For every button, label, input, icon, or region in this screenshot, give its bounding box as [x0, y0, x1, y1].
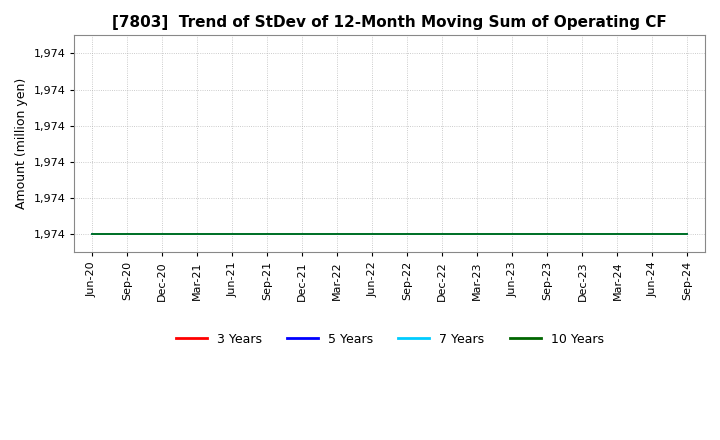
5 Years	[613, 231, 622, 237]
7 Years	[648, 231, 657, 237]
10 Years	[298, 231, 307, 237]
10 Years	[508, 231, 517, 237]
5 Years	[403, 231, 412, 237]
10 Years	[438, 231, 446, 237]
7 Years	[578, 231, 587, 237]
5 Years	[438, 231, 446, 237]
3 Years	[578, 231, 587, 237]
3 Years	[613, 231, 622, 237]
5 Years	[368, 231, 377, 237]
5 Years	[193, 231, 202, 237]
3 Years	[543, 231, 552, 237]
10 Years	[578, 231, 587, 237]
7 Years	[683, 231, 692, 237]
10 Years	[648, 231, 657, 237]
5 Years	[473, 231, 482, 237]
5 Years	[683, 231, 692, 237]
7 Years	[193, 231, 202, 237]
5 Years	[298, 231, 307, 237]
10 Years	[263, 231, 271, 237]
5 Years	[648, 231, 657, 237]
5 Years	[543, 231, 552, 237]
3 Years	[263, 231, 271, 237]
3 Years	[228, 231, 236, 237]
3 Years	[122, 231, 131, 237]
7 Years	[403, 231, 412, 237]
7 Years	[473, 231, 482, 237]
5 Years	[88, 231, 96, 237]
3 Years	[683, 231, 692, 237]
10 Years	[403, 231, 412, 237]
7 Years	[333, 231, 341, 237]
10 Years	[613, 231, 622, 237]
10 Years	[683, 231, 692, 237]
Legend: 3 Years, 5 Years, 7 Years, 10 Years: 3 Years, 5 Years, 7 Years, 10 Years	[171, 328, 609, 351]
3 Years	[193, 231, 202, 237]
7 Years	[158, 231, 166, 237]
5 Years	[122, 231, 131, 237]
3 Years	[88, 231, 96, 237]
5 Years	[263, 231, 271, 237]
7 Years	[228, 231, 236, 237]
7 Years	[543, 231, 552, 237]
7 Years	[88, 231, 96, 237]
7 Years	[368, 231, 377, 237]
10 Years	[122, 231, 131, 237]
Title: [7803]  Trend of StDev of 12-Month Moving Sum of Operating CF: [7803] Trend of StDev of 12-Month Moving…	[112, 15, 667, 30]
5 Years	[508, 231, 517, 237]
7 Years	[263, 231, 271, 237]
3 Years	[438, 231, 446, 237]
7 Years	[438, 231, 446, 237]
3 Years	[403, 231, 412, 237]
3 Years	[333, 231, 341, 237]
7 Years	[613, 231, 622, 237]
3 Years	[473, 231, 482, 237]
7 Years	[508, 231, 517, 237]
10 Years	[88, 231, 96, 237]
5 Years	[228, 231, 236, 237]
10 Years	[193, 231, 202, 237]
3 Years	[648, 231, 657, 237]
5 Years	[578, 231, 587, 237]
3 Years	[368, 231, 377, 237]
7 Years	[122, 231, 131, 237]
5 Years	[333, 231, 341, 237]
10 Years	[158, 231, 166, 237]
Y-axis label: Amount (million yen): Amount (million yen)	[15, 78, 28, 209]
10 Years	[228, 231, 236, 237]
10 Years	[368, 231, 377, 237]
3 Years	[298, 231, 307, 237]
10 Years	[543, 231, 552, 237]
7 Years	[298, 231, 307, 237]
3 Years	[158, 231, 166, 237]
3 Years	[508, 231, 517, 237]
10 Years	[473, 231, 482, 237]
5 Years	[158, 231, 166, 237]
10 Years	[333, 231, 341, 237]
